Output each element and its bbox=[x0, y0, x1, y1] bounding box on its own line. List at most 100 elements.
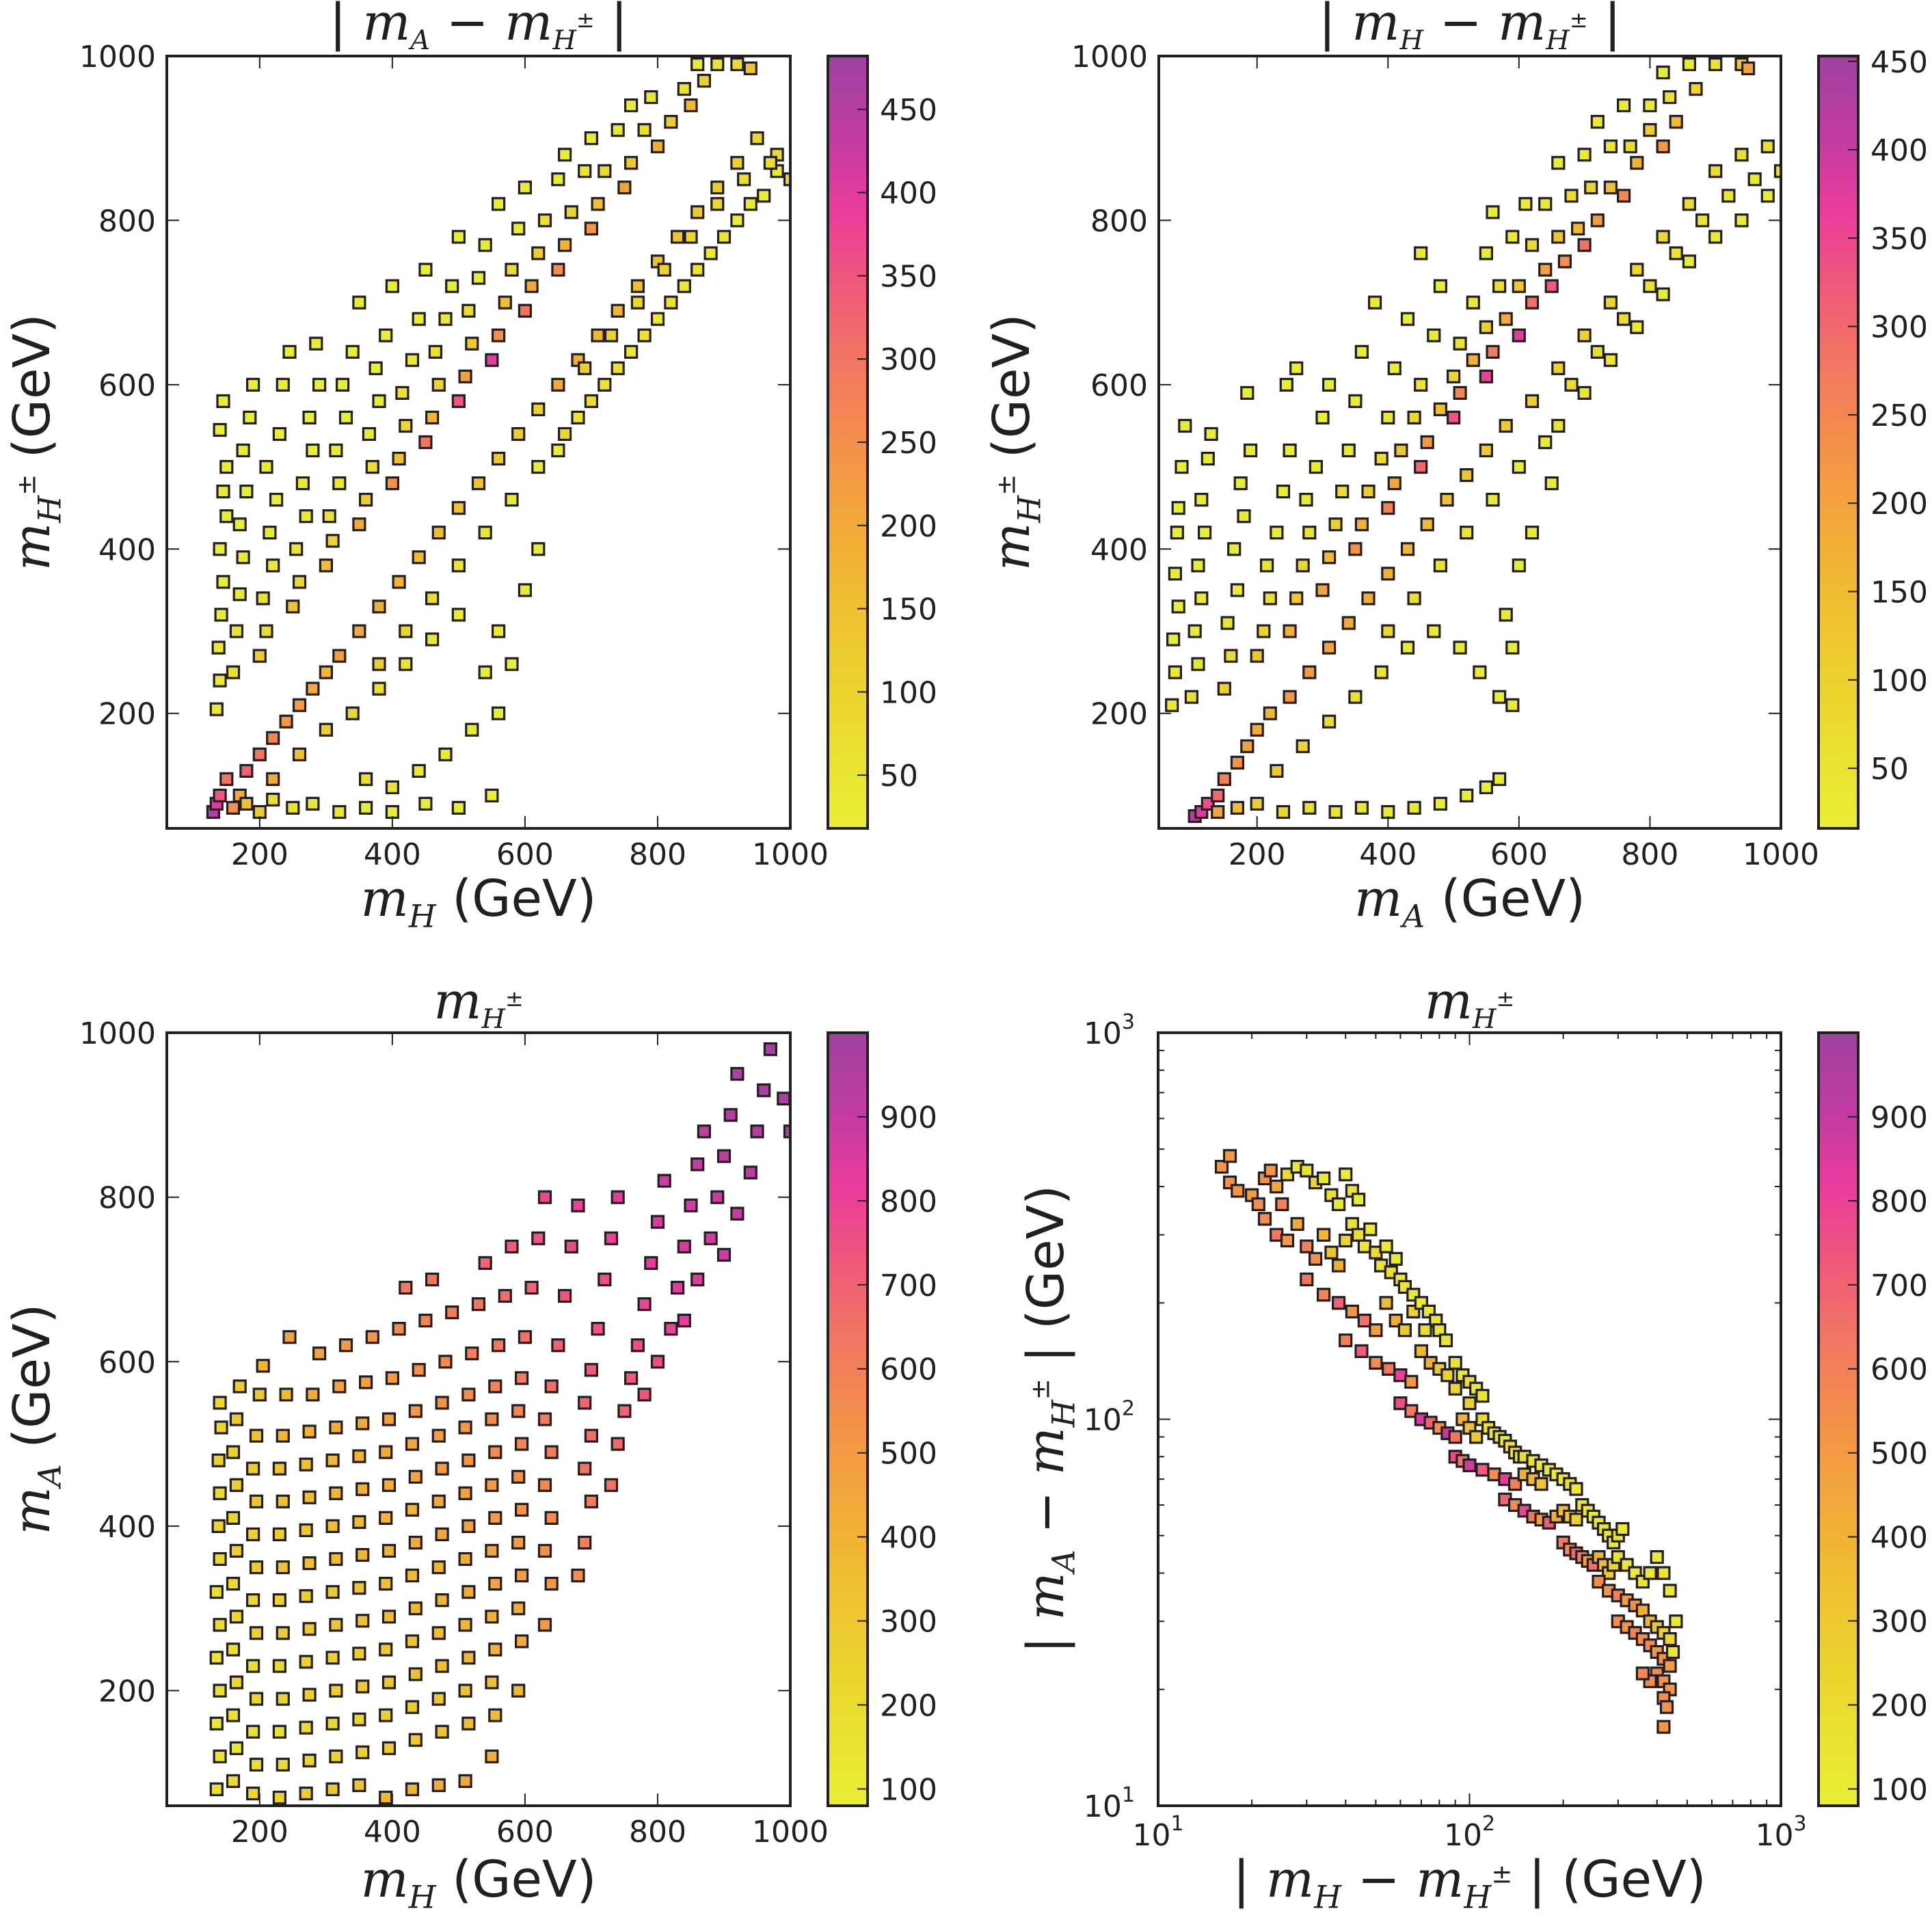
scatter-point bbox=[703, 246, 718, 260]
scatter-point bbox=[329, 1552, 343, 1567]
scatter-point bbox=[514, 1634, 529, 1649]
scatter-point bbox=[229, 1675, 243, 1690]
scatter-point bbox=[1388, 1251, 1403, 1266]
scatter-point bbox=[405, 1569, 420, 1583]
scatter-point bbox=[1475, 1389, 1490, 1403]
colorbar-tick-label: 800 bbox=[1870, 1184, 1928, 1219]
scatter-point bbox=[1499, 608, 1513, 622]
scatter-point bbox=[730, 1067, 744, 1081]
colorbar-tick-label: 400 bbox=[880, 1521, 937, 1556]
scatter-point bbox=[537, 213, 552, 228]
scatter-point bbox=[445, 1305, 459, 1320]
scatter-point bbox=[637, 123, 652, 137]
scatter-point bbox=[418, 1313, 433, 1328]
scatter-point bbox=[557, 1288, 572, 1303]
scatter-point bbox=[272, 1659, 286, 1673]
scatter-point bbox=[743, 197, 757, 211]
scatter-point bbox=[1479, 320, 1493, 334]
scatter-point bbox=[379, 1642, 393, 1657]
x-tick-label: 1000 bbox=[1743, 837, 1819, 872]
scatter-point bbox=[1331, 1296, 1346, 1310]
x-tick-label: 600 bbox=[496, 1815, 554, 1850]
scatter-point bbox=[1669, 246, 1683, 260]
colorbar-tick-label: 500 bbox=[880, 1437, 937, 1472]
colorbar-tick-label: 250 bbox=[880, 426, 937, 461]
scatter-point bbox=[399, 418, 413, 433]
scatter-point bbox=[1577, 385, 1592, 401]
scatter-point bbox=[690, 1157, 705, 1171]
scatter-point bbox=[1479, 246, 1493, 260]
scatter-point bbox=[644, 1256, 658, 1271]
scatter-point bbox=[591, 328, 605, 342]
x-tick-label: 1000 bbox=[752, 1815, 829, 1850]
scatter-point bbox=[1374, 451, 1388, 466]
scatter-point bbox=[216, 394, 230, 409]
scatter-point bbox=[249, 1560, 264, 1575]
scatter-point bbox=[266, 731, 280, 745]
scatter-point bbox=[730, 213, 744, 228]
scatter-point bbox=[461, 1387, 476, 1402]
x-axis-label: | mH − mH± | (GeV) bbox=[1233, 1850, 1706, 1915]
scatter-point bbox=[1191, 558, 1205, 573]
scatter-point bbox=[461, 1519, 476, 1533]
scatter-point bbox=[1283, 690, 1297, 704]
scatter-point bbox=[249, 1692, 264, 1706]
scatter-point bbox=[325, 1519, 340, 1533]
scatter-point bbox=[710, 57, 725, 72]
scatter-point bbox=[511, 1683, 526, 1698]
ticks: 200 400 600 800 1000 200 400 600 800 1000 bbox=[79, 40, 829, 872]
x-tick-label: 101 bbox=[1132, 1812, 1183, 1853]
scatter-point bbox=[243, 410, 257, 425]
scatter-point bbox=[282, 344, 297, 359]
scatter-point bbox=[399, 657, 413, 671]
scatter-point bbox=[485, 1675, 499, 1690]
scatter-point bbox=[1290, 1217, 1304, 1231]
scatter-point bbox=[1590, 344, 1605, 359]
scatter-point bbox=[435, 1461, 449, 1476]
scatter-point bbox=[325, 1651, 340, 1665]
scatter-point bbox=[1447, 369, 1461, 383]
scatter-point bbox=[249, 1428, 264, 1443]
scatter-point bbox=[1492, 772, 1507, 787]
scatter-point bbox=[1760, 139, 1775, 154]
scatter-point bbox=[551, 377, 565, 392]
scatter-point bbox=[381, 1741, 397, 1755]
scatter-point bbox=[716, 1247, 732, 1262]
ticks: 200 400 600 800 1000 200 400 600 800 1000 bbox=[1071, 40, 1819, 872]
colorbar-tick-label: 300 bbox=[1870, 1605, 1928, 1640]
scatter-point bbox=[358, 800, 373, 815]
scatter-point bbox=[1197, 526, 1212, 540]
scatter-point bbox=[537, 1618, 552, 1632]
scatter-point bbox=[219, 772, 234, 787]
scatter-point bbox=[299, 1786, 313, 1801]
scatter-point bbox=[276, 1560, 290, 1575]
scatter-point bbox=[1302, 526, 1317, 540]
scatter-point bbox=[1316, 1288, 1331, 1302]
scatter-point bbox=[213, 1396, 227, 1410]
scatter-point bbox=[571, 1198, 585, 1212]
scatter-point bbox=[1635, 1603, 1650, 1618]
scatter-point bbox=[690, 57, 705, 72]
panel-top-right: 200 400 600 800 1000 200 400 600 800 1000 mA (GeV)… bbox=[982, 0, 1928, 934]
scatter-point bbox=[1479, 443, 1493, 458]
scatter-point bbox=[332, 804, 347, 819]
colorbar-tick-label: 200 bbox=[880, 509, 937, 544]
scatter-point bbox=[385, 804, 400, 819]
scatter-point bbox=[249, 1494, 264, 1508]
scatter-point bbox=[1669, 1614, 1683, 1629]
scatter-point bbox=[246, 1461, 260, 1476]
scatter-point bbox=[716, 1149, 732, 1163]
scatter-point bbox=[319, 665, 333, 679]
scatter-point bbox=[1275, 1197, 1289, 1212]
scatter-point bbox=[256, 591, 270, 606]
x-tick-label: 800 bbox=[629, 1815, 686, 1850]
scatter-point bbox=[451, 608, 466, 622]
scatter-point bbox=[312, 1346, 327, 1361]
scatter-point bbox=[1665, 1644, 1680, 1659]
scatter-point bbox=[272, 1724, 286, 1739]
scatter-point bbox=[1263, 1163, 1278, 1178]
scatter-point bbox=[1564, 377, 1579, 392]
scatter-point bbox=[1656, 230, 1670, 244]
scatter-point bbox=[537, 1543, 552, 1558]
scatter-point bbox=[650, 312, 665, 326]
